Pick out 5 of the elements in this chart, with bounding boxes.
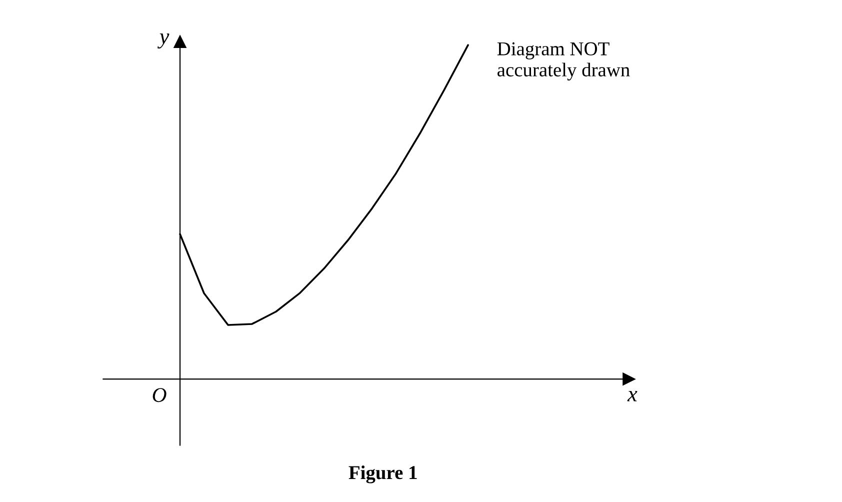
annotation: y xyxy=(157,33,170,48)
text: O xyxy=(152,388,166,402)
text: Diagram NOT accurately drawn xyxy=(497,42,630,80)
text: Figure 1 xyxy=(348,465,417,484)
text: x xyxy=(627,390,638,402)
